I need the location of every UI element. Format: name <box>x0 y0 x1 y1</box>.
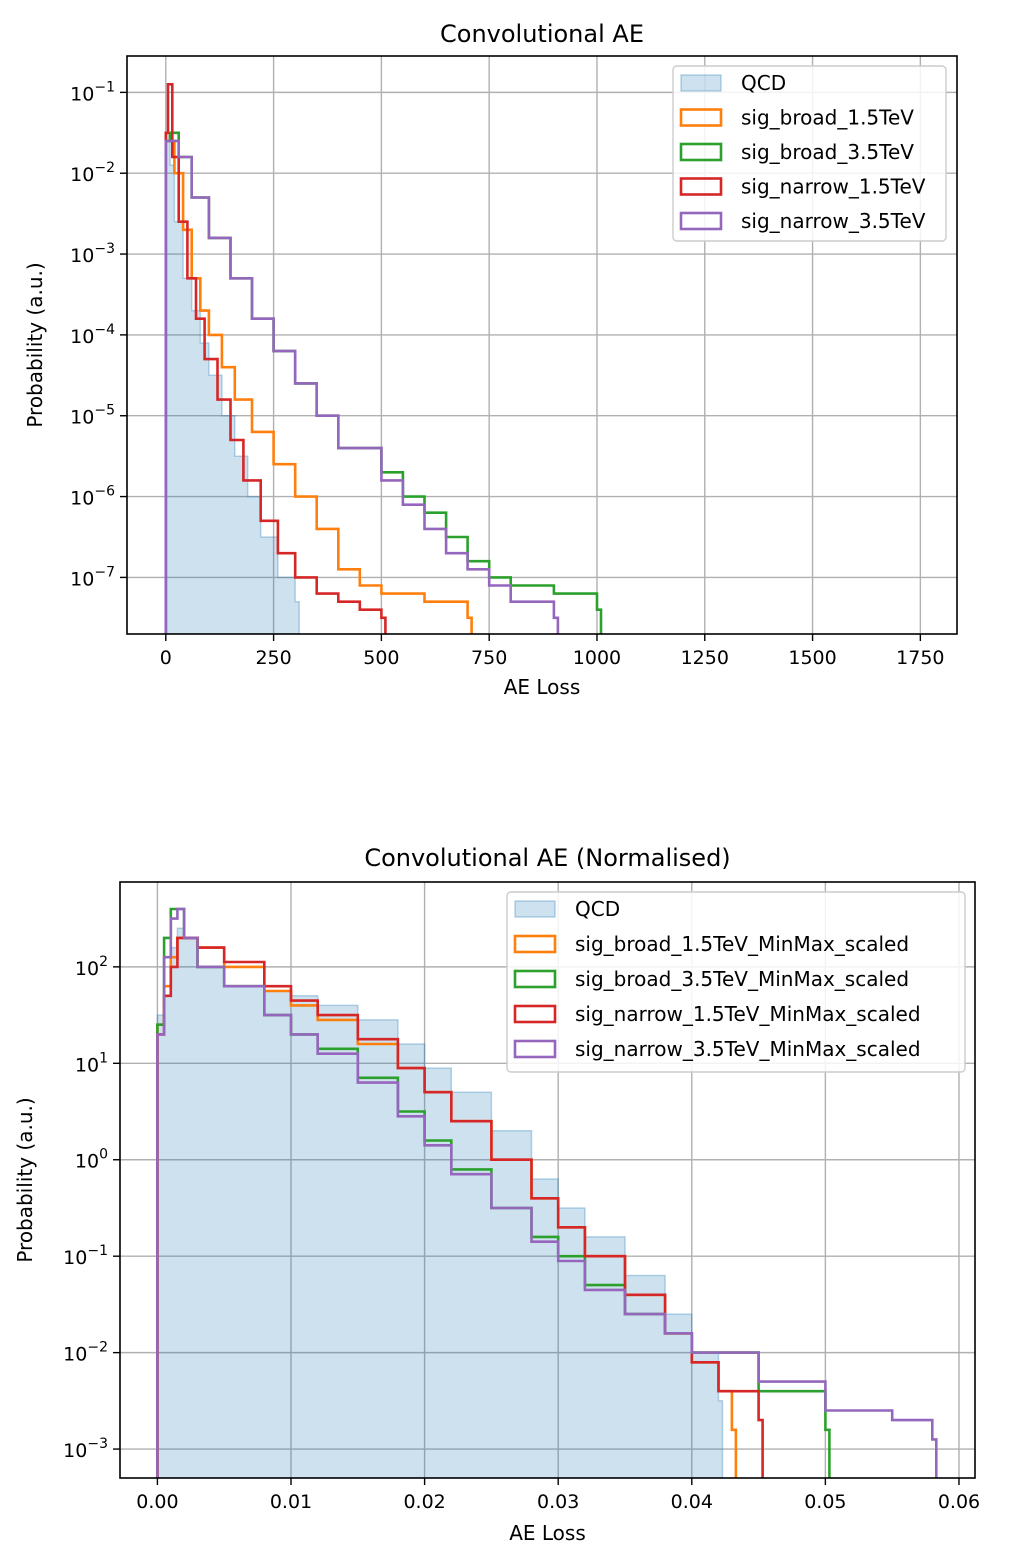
y-tick-exponent: −4 <box>94 322 115 338</box>
y-axis-label: Probability (a.u.) <box>23 262 47 427</box>
legend-swatch-1 <box>513 934 557 954</box>
chart-top-convolutional-ae: Convolutional AE 0 250 500 750 1000 1250 1500 17… <box>23 20 958 699</box>
x-tick-label: 0.02 <box>403 1491 445 1513</box>
y-tick-label: 10−2 <box>70 160 115 186</box>
x-axis-label: AE Loss <box>504 675 581 699</box>
y-tick-base: 10 <box>75 958 99 980</box>
legend-label: QCD <box>575 897 620 921</box>
x-tick-label: 1750 <box>896 647 944 669</box>
y-tick-exponent: 2 <box>99 954 108 970</box>
y-tick-label: 10−4 <box>70 322 115 348</box>
y-tick-base: 10 <box>70 164 94 186</box>
legend-label: QCD <box>741 71 786 95</box>
legend-swatch-4 <box>513 1039 557 1059</box>
y-tick-exponent: −3 <box>87 1436 108 1452</box>
legend-label: sig_narrow_1.5TeV <box>741 175 926 199</box>
legend: QCD sig_broad_1.5TeV sig_broad_3.5TeV sig_n… <box>672 65 947 242</box>
y-tick-label: 10−2 <box>63 1340 108 1366</box>
y-tick-exponent: −7 <box>94 564 115 580</box>
y-tick-exponent: 0 <box>99 1147 108 1163</box>
x-tick-label: 0.03 <box>537 1491 579 1513</box>
x-axis-label: AE Loss <box>509 1521 586 1545</box>
y-tick-exponent: −6 <box>94 484 115 500</box>
legend-label: sig_broad_1.5TeV_MinMax_scaled <box>575 932 909 956</box>
y-tick-base: 10 <box>70 488 94 510</box>
y-axis-label: Probability (a.u.) <box>13 1097 37 1262</box>
y-tick-label: 10−3 <box>70 241 115 267</box>
plot-area <box>164 83 603 634</box>
axes-frame <box>119 881 976 1479</box>
y-tick-exponent: −2 <box>87 1340 108 1356</box>
series-line-4 <box>156 907 938 1478</box>
x-tick-label: 0.00 <box>136 1491 178 1513</box>
x-tick-label: 0.04 <box>671 1491 713 1513</box>
y-tick-exponent: 1 <box>99 1050 108 1066</box>
y-tick-label: 10−6 <box>70 484 115 510</box>
x-tick-label: 0.05 <box>804 1491 846 1513</box>
y-tick-base: 10 <box>70 83 94 105</box>
legend-swatch-qcd <box>514 900 556 918</box>
x-tick-label: 500 <box>363 647 399 669</box>
y-tick-label: 100 <box>75 1147 108 1173</box>
y-tick-base: 10 <box>75 1151 99 1173</box>
x-tick-label: 0 <box>160 647 172 669</box>
chart-title: Convolutional AE (Normalised) <box>364 844 730 872</box>
y-tick-exponent: −1 <box>94 79 115 95</box>
legend-label: sig_broad_3.5TeV <box>741 140 914 164</box>
y-tick-label: 10−1 <box>70 79 115 105</box>
series-line-1 <box>164 131 473 634</box>
legend-label: sig_narrow_3.5TeV_MinMax_scaled <box>575 1037 921 1061</box>
y-tick-exponent: −2 <box>94 160 115 176</box>
chart-title: Convolutional AE <box>440 20 644 48</box>
y-tick-exponent: −5 <box>94 403 115 419</box>
x-tick-label: 1500 <box>788 647 836 669</box>
y-tick-base: 10 <box>70 568 94 590</box>
y-tick-label: 10−3 <box>63 1436 108 1462</box>
legend-swatch-1 <box>679 108 723 127</box>
legend-swatch-2 <box>679 142 723 162</box>
chart-bottom-convolutional-ae-normalised: Convolutional AE (Normalised) 0.00 0.01 0.0… <box>13 844 980 1545</box>
y-tick-label: 10−5 <box>70 403 115 429</box>
y-tick-base: 10 <box>70 326 94 348</box>
axes-frame <box>126 55 958 635</box>
y-tick-label: 102 <box>75 954 108 980</box>
plot-area <box>156 907 938 1478</box>
y-tick-label: 10−1 <box>63 1243 108 1269</box>
series-line-4 <box>164 139 560 634</box>
y-tick-base: 10 <box>63 1440 87 1462</box>
legend-label: sig_narrow_1.5TeV_MinMax_scaled <box>575 1002 921 1026</box>
x-tick-label: 1250 <box>681 647 729 669</box>
x-tick-label: 0.01 <box>270 1491 312 1513</box>
legend-label: sig_broad_3.5TeV_MinMax_scaled <box>575 967 909 991</box>
y-tick-base: 10 <box>70 407 94 429</box>
legend-label: sig_broad_1.5TeV <box>741 106 914 130</box>
legend-label: sig_narrow_3.5TeV <box>741 209 926 233</box>
x-tick-label: 0.06 <box>938 1491 980 1513</box>
y-tick-base: 10 <box>70 245 94 267</box>
y-tick-label: 101 <box>75 1050 108 1076</box>
y-tick-exponent: −1 <box>87 1243 108 1259</box>
x-tick-label: 1000 <box>573 647 621 669</box>
x-tick-label: 250 <box>255 647 291 669</box>
legend-swatch-3 <box>679 177 723 196</box>
legend-swatch-3 <box>513 1004 557 1024</box>
legend-box <box>506 891 966 1073</box>
legend-swatch-4 <box>679 211 723 231</box>
y-tick-exponent: −3 <box>94 241 115 257</box>
y-tick-label: 10−7 <box>70 564 115 590</box>
y-tick-base: 10 <box>63 1247 87 1269</box>
legend-swatch-qcd <box>680 74 722 92</box>
series-qcd-fill <box>165 132 300 634</box>
legend: QCD sig_broad_1.5TeV_MinMax_scaled sig_bro… <box>506 891 966 1073</box>
legend-box <box>672 65 947 242</box>
y-tick-base: 10 <box>75 1054 99 1076</box>
legend-swatch-2 <box>513 969 557 989</box>
y-tick-base: 10 <box>63 1344 87 1366</box>
x-tick-label: 750 <box>471 647 507 669</box>
